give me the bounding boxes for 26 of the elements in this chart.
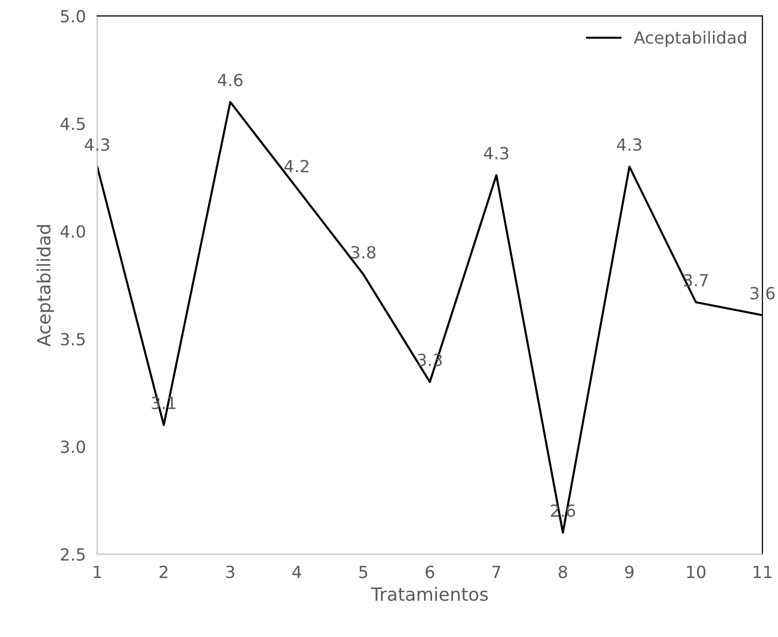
x-tick-label: 5 bbox=[359, 566, 368, 578]
y-tick-label: 4.5 bbox=[60, 118, 85, 130]
y-axis-title: Aceptabilidad bbox=[36, 225, 54, 347]
x-tick-label: 8 bbox=[558, 566, 568, 578]
x-tick-label: 2 bbox=[160, 566, 168, 578]
y-tick-label: 3.5 bbox=[60, 332, 85, 346]
x-tick-label: 4 bbox=[292, 566, 302, 578]
data-label: 4.6 bbox=[218, 74, 242, 86]
y-tick-label: 5.0 bbox=[60, 10, 86, 22]
x-tick-label: 6 bbox=[426, 566, 434, 578]
x-tick-label: 7 bbox=[492, 566, 500, 578]
y-tick-label: 2.5 bbox=[60, 548, 85, 561]
y-tick-label: 3.0 bbox=[60, 440, 86, 454]
x-axis-title: Tratamientos bbox=[370, 586, 488, 601]
x-tick-label: 11 bbox=[754, 566, 772, 578]
data-label: 3.8 bbox=[351, 246, 376, 259]
x-tick-label: 9 bbox=[625, 566, 634, 578]
data-label: 4.3 bbox=[616, 138, 642, 151]
y-tick-label: 4.0 bbox=[60, 225, 86, 238]
x-tick-label: 3 bbox=[226, 566, 234, 578]
x-tick-label: 1 bbox=[94, 566, 102, 578]
data-label: 4.2 bbox=[284, 160, 308, 172]
data-label: 4.3 bbox=[84, 138, 110, 151]
x-tick-label: 10 bbox=[687, 566, 706, 578]
legend-label: Aceptabilidad bbox=[634, 30, 746, 48]
data-label: 4.3 bbox=[484, 146, 508, 160]
